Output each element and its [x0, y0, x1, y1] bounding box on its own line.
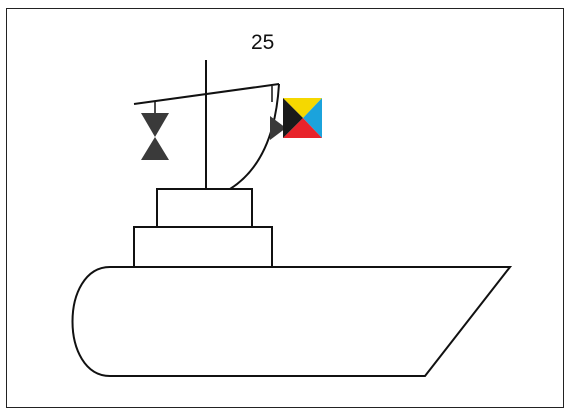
hourglass-shape-bottom: [141, 137, 169, 160]
ship-hull: [71, 266, 513, 377]
signal-flag: [283, 98, 322, 138]
flag-red-segment: [283, 118, 322, 138]
cone-shape: [270, 116, 286, 140]
signal-yard: [133, 83, 280, 105]
hourglass-shape-top: [141, 113, 169, 137]
flag-black-segment: [283, 98, 303, 138]
gaff-curve: [229, 83, 280, 190]
flag-blue-segment: [303, 98, 322, 138]
flag-yellow-segment: [283, 98, 322, 118]
figure-number: 25: [251, 31, 275, 54]
lower-deckhouse: [133, 226, 273, 268]
upper-deckhouse: [156, 188, 253, 228]
